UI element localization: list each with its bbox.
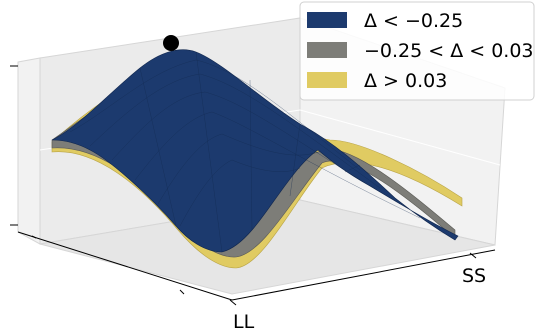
mesh-line <box>69 59 361 171</box>
y-axis-tick <box>469 252 477 259</box>
legend-box <box>299 1 535 101</box>
x-axis-tick <box>229 299 237 306</box>
x-axis-tick <box>31 235 37 239</box>
mesh-line <box>134 111 421 219</box>
legend-label-yellow: Δ > 0.03 <box>364 70 447 92</box>
legend-swatch-yellow <box>307 72 347 88</box>
mesh-line <box>289 123 301 197</box>
mesh-line <box>89 73 381 189</box>
y-tick-label-ss: SS <box>462 265 486 287</box>
legend-swatch-blue <box>307 12 347 28</box>
mesh-line <box>111 91 401 205</box>
surface-mesh <box>69 51 421 253</box>
mesh-line <box>344 164 361 173</box>
mesh-line <box>157 133 319 205</box>
legend-label-gray: −0.25 < Δ < 0.03 <box>364 40 534 62</box>
mesh-line <box>179 159 301 227</box>
mesh-line <box>249 79 253 231</box>
legend-label-blue: Δ < −0.25 <box>364 10 463 32</box>
x-axis-line <box>17 231 233 301</box>
y-axis-line <box>231 249 496 301</box>
left-pane <box>17 57 41 245</box>
legend: Δ < −0.25 −0.25 < Δ < 0.03 Δ > 0.03 <box>299 1 535 101</box>
legend-swatch-gray <box>307 42 347 58</box>
max-point-marker <box>163 35 179 51</box>
x-tick-label-ll: LL <box>233 311 255 331</box>
x-axis-tick <box>179 289 185 295</box>
surface-blue <box>51 49 459 253</box>
mesh-line <box>139 67 177 227</box>
mesh-line <box>195 51 223 253</box>
gridline <box>299 109 501 166</box>
